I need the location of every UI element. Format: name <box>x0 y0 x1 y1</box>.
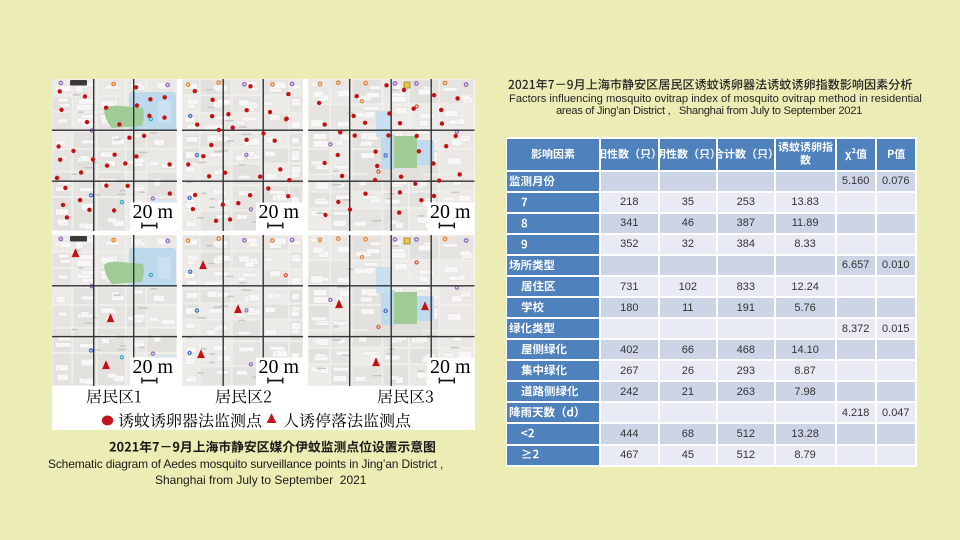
svg-text:20 m: 20 m <box>259 201 300 223</box>
svg-text:20 m: 20 m <box>430 356 471 378</box>
svg-text:20 m: 20 m <box>430 201 471 223</box>
svg-text:20 m: 20 m <box>133 356 174 378</box>
svg-text:20 m: 20 m <box>133 201 174 223</box>
svg-text:20 m: 20 m <box>259 356 300 378</box>
